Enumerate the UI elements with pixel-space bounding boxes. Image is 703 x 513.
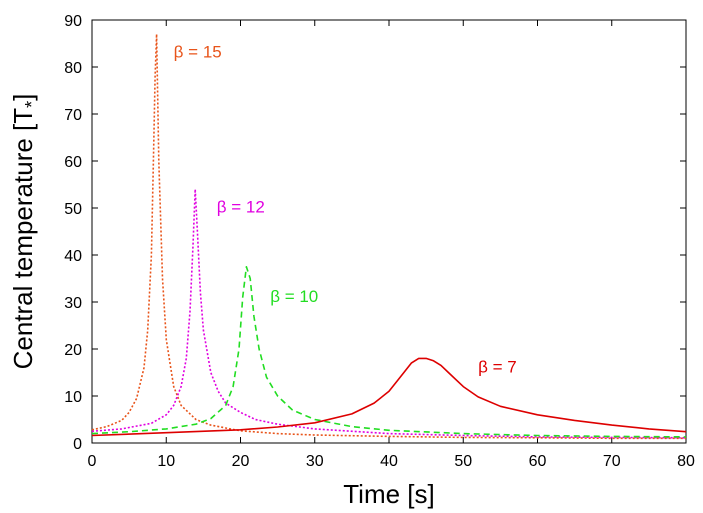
y-axis-title-main: Central temperature [T	[8, 108, 38, 370]
y-axis-title-close: ]	[8, 94, 38, 101]
series-label-0: β = 15	[174, 43, 222, 62]
x-tick-label: 70	[603, 453, 621, 470]
tick-labels: 0 10 20 30 40 50 60 70 80 0 10 20 30 40 50 60 70 80 90	[64, 13, 695, 470]
y-tick-label: 0	[73, 436, 82, 453]
y-tick-label: 90	[64, 13, 82, 30]
series-line-2	[91, 265, 687, 438]
series-line-0	[91, 33, 686, 440]
x-tick-label: 40	[380, 453, 398, 470]
y-axis-title-sub: *	[22, 101, 42, 108]
series-line-3	[91, 357, 687, 437]
axis-ticks	[91, 19, 687, 444]
x-tick-label: 50	[454, 453, 472, 470]
series-label-3: β = 7	[478, 358, 517, 377]
series-label-1: β = 12	[217, 198, 265, 217]
x-tick-label: 60	[529, 453, 547, 470]
series-lines	[91, 33, 687, 440]
series-line-1	[91, 188, 687, 439]
y-tick-label: 50	[64, 201, 82, 218]
y-tick-label: 10	[64, 389, 82, 406]
x-axis-title: Time [s]	[343, 479, 434, 509]
x-tick-label: 0	[88, 453, 97, 470]
y-axis-title: Central temperature [T*]	[8, 94, 42, 370]
y-tick-label: 70	[64, 107, 82, 124]
y-tick-label: 80	[64, 60, 82, 77]
x-tick-label: 80	[677, 453, 695, 470]
series-annotations: β = 15 β = 12 β = 10 β = 7	[174, 43, 517, 377]
y-tick-label: 40	[64, 248, 82, 265]
y-tick-label: 20	[64, 342, 82, 359]
series-label-2: β = 10	[270, 287, 318, 306]
x-tick-label: 30	[306, 453, 324, 470]
y-tick-label: 30	[64, 295, 82, 312]
y-tick-label: 60	[64, 154, 82, 171]
x-tick-label: 10	[157, 453, 175, 470]
plot-frame	[91, 19, 687, 444]
x-tick-label: 20	[232, 453, 250, 470]
